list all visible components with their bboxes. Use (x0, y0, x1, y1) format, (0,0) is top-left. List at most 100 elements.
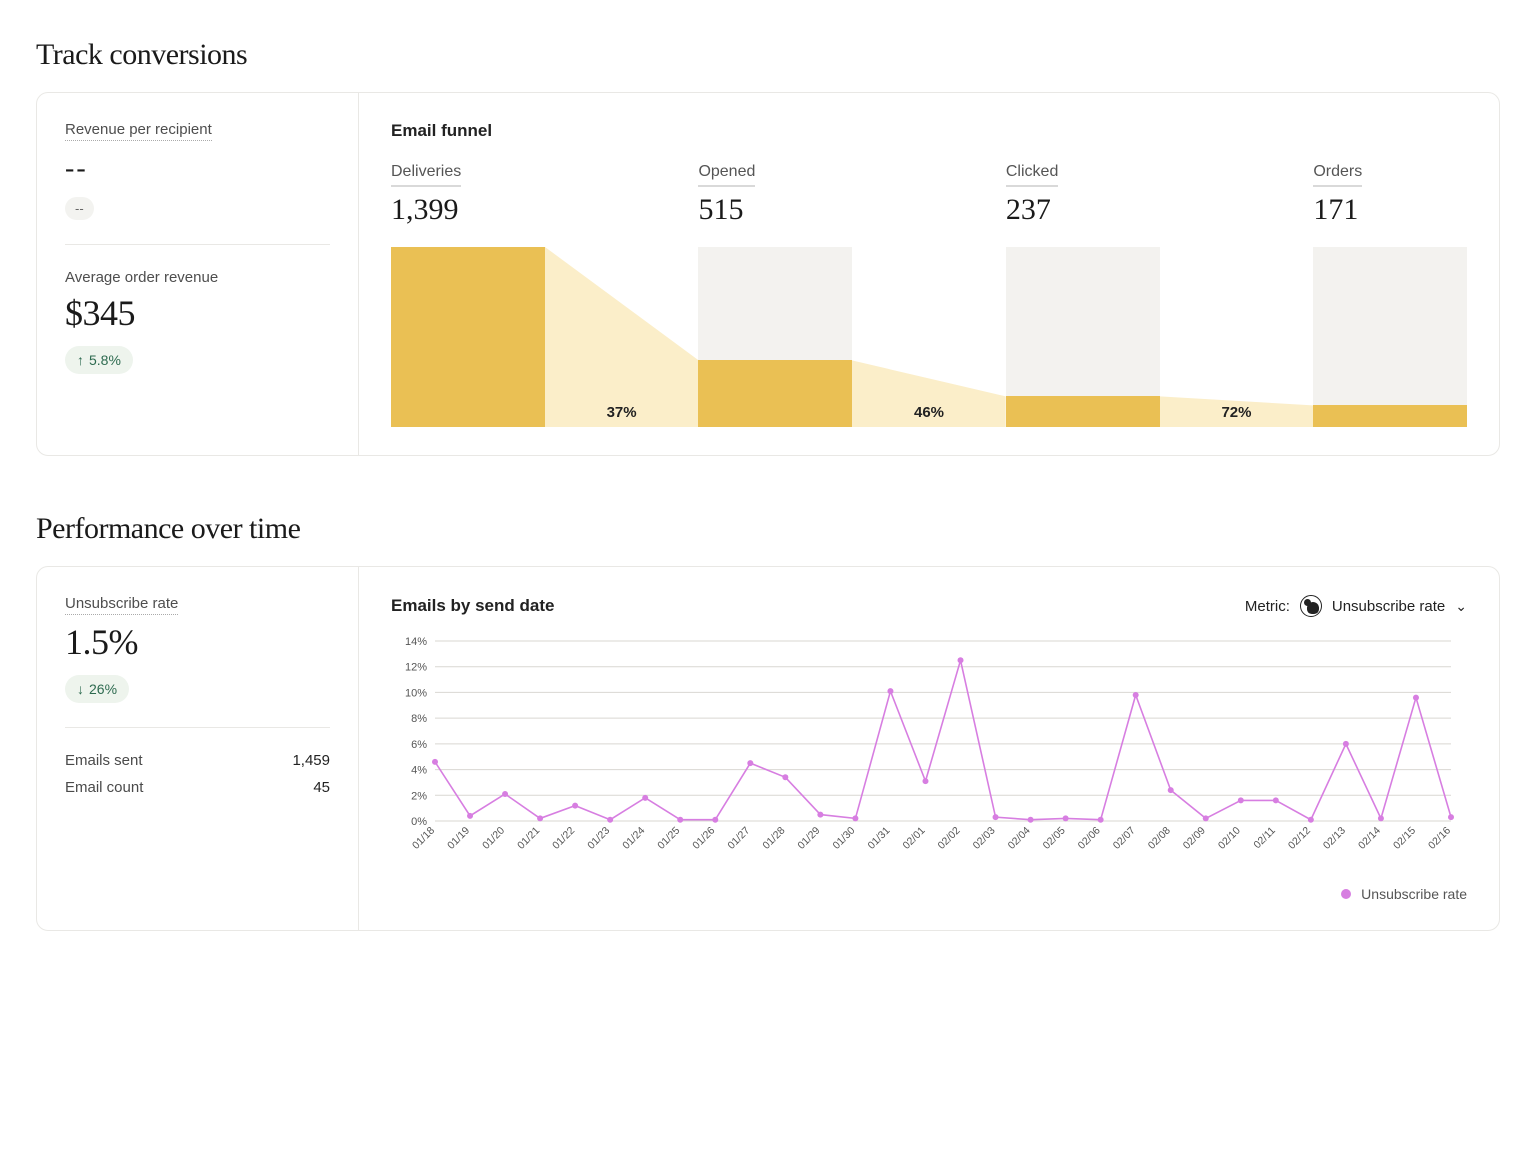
metric-prefix: Metric: (1245, 598, 1290, 615)
svg-text:02/09: 02/09 (1181, 825, 1208, 852)
conversions-panel: Revenue per recipient -- -- Average orde… (36, 92, 1500, 456)
funnel-headers: Deliveries1,399Opened515Clicked237Orders… (391, 163, 1467, 227)
svg-text:01/26: 01/26 (690, 825, 717, 852)
funnel-connector-label: 37% (607, 404, 637, 421)
svg-text:4%: 4% (411, 765, 427, 777)
svg-text:01/30: 01/30 (830, 825, 857, 852)
svg-text:02/06: 02/06 (1076, 825, 1103, 852)
svg-text:02/01: 02/01 (901, 825, 928, 852)
svg-text:02/10: 02/10 (1216, 825, 1243, 852)
data-point[interactable] (852, 815, 858, 821)
conversions-title: Track conversions (36, 38, 1500, 72)
svg-text:02/14: 02/14 (1356, 825, 1383, 852)
funnel-bar (391, 247, 545, 427)
data-point[interactable] (712, 817, 718, 823)
funnel-area: Email funnel Deliveries1,399Opened515Cli… (359, 93, 1499, 455)
svg-text:8%: 8% (411, 713, 427, 725)
svg-text:02/11: 02/11 (1251, 825, 1278, 852)
svg-text:01/23: 01/23 (585, 825, 612, 852)
svg-text:10%: 10% (405, 687, 427, 699)
chevron-down-icon: ⌄ (1455, 598, 1467, 615)
funnel-title: Email funnel (391, 121, 1467, 141)
data-point[interactable] (1168, 787, 1174, 793)
funnel-bar (698, 247, 852, 427)
metric-label: Unsubscribe rate (1332, 598, 1445, 615)
rev-per-recipient-delta: -- (65, 197, 94, 220)
unsub-rate-value: 1.5% (65, 621, 330, 663)
data-point[interactable] (677, 817, 683, 823)
funnel-connector: 46% (852, 247, 1006, 427)
line-chart-title: Emails by send date (391, 596, 554, 616)
legend-label: Unsubscribe rate (1361, 886, 1467, 902)
funnel-stage-header: Opened515 (698, 163, 852, 227)
svg-text:01/24: 01/24 (620, 825, 647, 852)
data-point[interactable] (432, 759, 438, 765)
data-point[interactable] (467, 813, 473, 819)
svg-text:02/03: 02/03 (971, 825, 998, 852)
line-chart-area: Emails by send date Metric: Unsubscribe … (359, 567, 1499, 930)
emails-sent-row: Emails sent 1,459 (65, 752, 330, 769)
funnel-chart: 37% 46% 72% (391, 247, 1467, 427)
svg-text:02/02: 02/02 (936, 825, 963, 852)
data-point[interactable] (642, 795, 648, 801)
funnel-connector: 37% (545, 247, 699, 427)
funnel-stage-header: Orders171 (1313, 163, 1467, 227)
data-point[interactable] (1308, 817, 1314, 823)
funnel-header-spacer (852, 163, 1006, 227)
funnel-stage-label: Orders (1313, 163, 1362, 187)
data-point[interactable] (922, 778, 928, 784)
data-point[interactable] (1203, 815, 1209, 821)
svg-text:01/18: 01/18 (410, 825, 437, 852)
data-point[interactable] (887, 688, 893, 694)
svg-text:02/04: 02/04 (1006, 825, 1033, 852)
avg-order-delta: ↑ 5.8% (65, 346, 133, 374)
emails-sent-value: 1,459 (292, 752, 330, 769)
data-point[interactable] (958, 657, 964, 663)
data-point[interactable] (1098, 817, 1104, 823)
funnel-stage-label: Deliveries (391, 163, 461, 187)
funnel-connector-label: 46% (914, 404, 944, 421)
svg-text:01/27: 01/27 (725, 825, 752, 852)
funnel-header-spacer (1160, 163, 1314, 227)
funnel-stage-value: 515 (698, 193, 852, 227)
avg-order-delta-value: 5.8% (89, 352, 121, 368)
data-point[interactable] (1133, 692, 1139, 698)
data-point[interactable] (747, 760, 753, 766)
rev-per-recipient-value: -- (65, 153, 330, 185)
svg-text:02/15: 02/15 (1391, 825, 1418, 852)
data-point[interactable] (1273, 797, 1279, 803)
emails-sent-label: Emails sent (65, 752, 143, 769)
funnel-bar (1006, 247, 1160, 427)
svg-text:01/20: 01/20 (480, 825, 507, 852)
conversions-sidebar: Revenue per recipient -- -- Average orde… (37, 93, 359, 455)
svg-text:01/25: 01/25 (655, 825, 682, 852)
data-point[interactable] (1028, 817, 1034, 823)
divider (65, 244, 330, 245)
performance-title: Performance over time (36, 512, 1500, 546)
data-point[interactable] (782, 774, 788, 780)
data-point[interactable] (1378, 815, 1384, 821)
data-point[interactable] (537, 815, 543, 821)
arrow-up-icon: ↑ (77, 352, 84, 368)
funnel-bar (1313, 247, 1467, 427)
funnel-stage-value: 1,399 (391, 193, 545, 227)
legend: Unsubscribe rate (391, 886, 1467, 902)
data-point[interactable] (607, 817, 613, 823)
arrow-down-icon: ↓ (77, 681, 84, 697)
metric-select[interactable]: Metric: Unsubscribe rate ⌄ (1245, 595, 1467, 617)
data-point[interactable] (993, 814, 999, 820)
data-point[interactable] (1413, 695, 1419, 701)
rev-per-recipient-label: Revenue per recipient (65, 121, 212, 141)
data-point[interactable] (817, 812, 823, 818)
data-point[interactable] (1343, 741, 1349, 747)
svg-text:01/28: 01/28 (760, 825, 787, 852)
data-point[interactable] (1448, 814, 1454, 820)
data-point[interactable] (572, 803, 578, 809)
funnel-connector-label: 72% (1221, 404, 1251, 421)
data-point[interactable] (502, 791, 508, 797)
svg-text:02/16: 02/16 (1426, 825, 1453, 852)
data-point[interactable] (1238, 797, 1244, 803)
unsub-rate-label: Unsubscribe rate (65, 595, 178, 615)
performance-sidebar: Unsubscribe rate 1.5% ↓ 26% Emails sent … (37, 567, 359, 930)
data-point[interactable] (1063, 815, 1069, 821)
